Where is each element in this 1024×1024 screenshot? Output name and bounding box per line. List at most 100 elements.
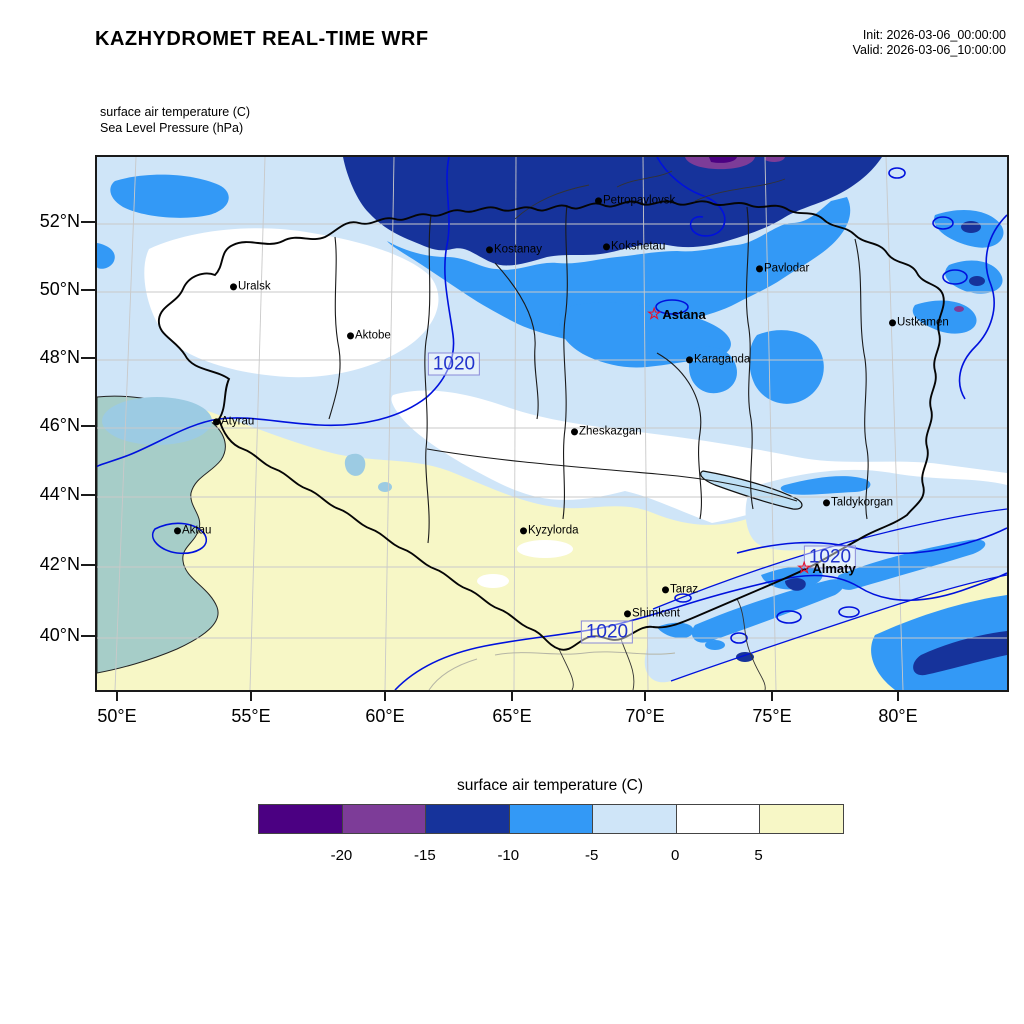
city-dot-icon <box>174 526 181 534</box>
city-karaganda: Karaganda <box>686 353 750 365</box>
city-zheskazgan: Zheskazgan <box>571 425 642 437</box>
national-border <box>158 200 945 651</box>
white-pocket <box>477 574 509 588</box>
lon-tick-mark <box>250 690 252 701</box>
city-label: Karaganda <box>694 353 751 366</box>
pressure-label-0: 1020 <box>427 352 481 376</box>
city-uralsk: Uralsk <box>230 280 271 292</box>
lat-label-40°N: 40°N <box>39 625 80 645</box>
city-label: Kokshetau <box>611 240 666 253</box>
city-label: Zheskazgan <box>579 425 642 438</box>
pressure-contours <box>97 157 1007 690</box>
city-taraz: Taraz <box>662 583 698 595</box>
lon-label-70°E: 70°E <box>625 706 665 726</box>
city-atyrau: Atyrau <box>213 415 254 427</box>
lon-label-60°E: 60°E <box>365 706 405 726</box>
colorbar-segment-5 <box>676 805 761 833</box>
city-aktau: Aktau <box>174 524 211 536</box>
colorbar-tick--15: -15 <box>414 847 436 864</box>
map-art <box>97 157 1007 690</box>
colorbar-tick--5: -5 <box>585 847 599 864</box>
temp-field-blue-karaganda-ne <box>749 330 824 404</box>
lat-tick-mark <box>81 564 95 566</box>
lat-tick-mark <box>81 357 95 359</box>
se-corner-blue <box>871 595 1007 690</box>
lat-tick-mark <box>81 494 95 496</box>
city-label: Astana <box>662 306 706 322</box>
oblast-borders <box>328 204 869 544</box>
city-dot-icon <box>230 282 237 290</box>
se-corner-navy <box>913 631 1007 676</box>
city-label: Taldykorgan <box>831 496 894 509</box>
lat-label-52°N: 52°N <box>39 211 80 231</box>
city-dot-icon <box>347 331 354 339</box>
city-petropavlovsk: Petropavlovsk <box>595 194 675 206</box>
city-label: Taraz <box>670 583 699 596</box>
almaty-ridge-navy <box>785 578 806 591</box>
lon-label-65°E: 65°E <box>492 706 532 726</box>
field-labels: surface air temperature (C) Sea Level Pr… <box>100 104 250 136</box>
city-dot-icon <box>213 417 220 425</box>
lat-label-50°N: 50°N <box>39 279 80 299</box>
colorbar-segment-3 <box>509 805 594 833</box>
temp-field-white-west <box>144 228 439 378</box>
temp-field-blue-nw <box>110 174 229 218</box>
city-kokshetau: Kokshetau <box>603 240 665 252</box>
city-taldykorgan: Taldykorgan <box>823 496 893 508</box>
city-ustkamen: Ustkamen <box>889 316 949 328</box>
colorbar-segment-2 <box>426 805 510 833</box>
caspian-north <box>102 397 212 445</box>
taldykorgan-streak <box>780 476 871 495</box>
city-kyzylorda: Kyzylorda <box>520 524 579 536</box>
colorbar-segment-4 <box>593 805 677 833</box>
city-dot-icon <box>486 245 493 253</box>
city-dot-icon <box>889 318 896 326</box>
city-dot-icon <box>520 526 527 534</box>
city-label: Atyrau <box>221 415 255 428</box>
colorbar-tick-0: 0 <box>670 847 680 864</box>
run-info: Init: 2026-03-06_00:00:00 Valid: 2026-03… <box>853 28 1006 58</box>
east-purple-bit <box>954 306 964 312</box>
colorbar-tick-5: 5 <box>754 847 763 864</box>
city-label: Uralsk <box>238 280 271 293</box>
lon-tick-mark <box>116 690 118 701</box>
colorbar-title: surface air temperature (C) <box>456 777 644 794</box>
colorbar <box>258 804 844 834</box>
city-label: Aktobe <box>355 329 391 342</box>
city-label: Aktau <box>182 524 212 537</box>
valid-time: Valid: 2026-03-06_10:00:00 <box>852 43 1006 57</box>
lon-tick-mark <box>644 690 646 701</box>
lat-tick-mark <box>81 635 95 637</box>
colorbar-segment-1 <box>342 805 427 833</box>
east-navy-bit <box>969 276 985 286</box>
lat-label-48°N: 48°N <box>39 347 80 367</box>
temp-field-purple-patch <box>685 157 755 170</box>
city-label: Almaty <box>812 560 856 576</box>
city-label: Petropavlovsk <box>603 194 676 207</box>
city-label: Shimkent <box>632 607 680 620</box>
city-dot-icon <box>624 609 631 617</box>
colorbar-tick--10: -10 <box>497 847 520 864</box>
minor-coastlines <box>428 651 676 690</box>
city-label: Kostanay <box>494 243 542 256</box>
city-label: Pavlodar <box>764 262 810 275</box>
city-dot-icon <box>603 242 610 250</box>
map-canvas: Petropavlovsk Kostanay Kokshetau Pavlodar Ur… <box>95 155 1009 692</box>
colorbar-tick--20: -20 <box>330 847 353 864</box>
init-time: Init: 2026-03-06_00:00:00 <box>862 28 1006 42</box>
lon-tick-mark <box>771 690 773 701</box>
colorbar-segment-6 <box>760 805 844 833</box>
city-shimkent: Shimkent <box>624 607 680 619</box>
se-ridge-blue-2 <box>836 539 986 590</box>
city-dot-icon <box>662 585 669 593</box>
colorbar-segment-0 <box>259 805 343 833</box>
capital-star-icon: ☆ <box>647 305 662 323</box>
pressure-label-2: 1020 <box>580 620 634 644</box>
city-astana: ☆ Astana <box>647 305 706 323</box>
lat-tick-mark <box>81 289 95 291</box>
lat-label-46°N: 46°N <box>39 415 80 435</box>
temp-field-blue-karaganda <box>689 346 737 394</box>
graticule <box>97 157 1007 690</box>
temp-field-purple-patch-2 <box>765 157 785 162</box>
